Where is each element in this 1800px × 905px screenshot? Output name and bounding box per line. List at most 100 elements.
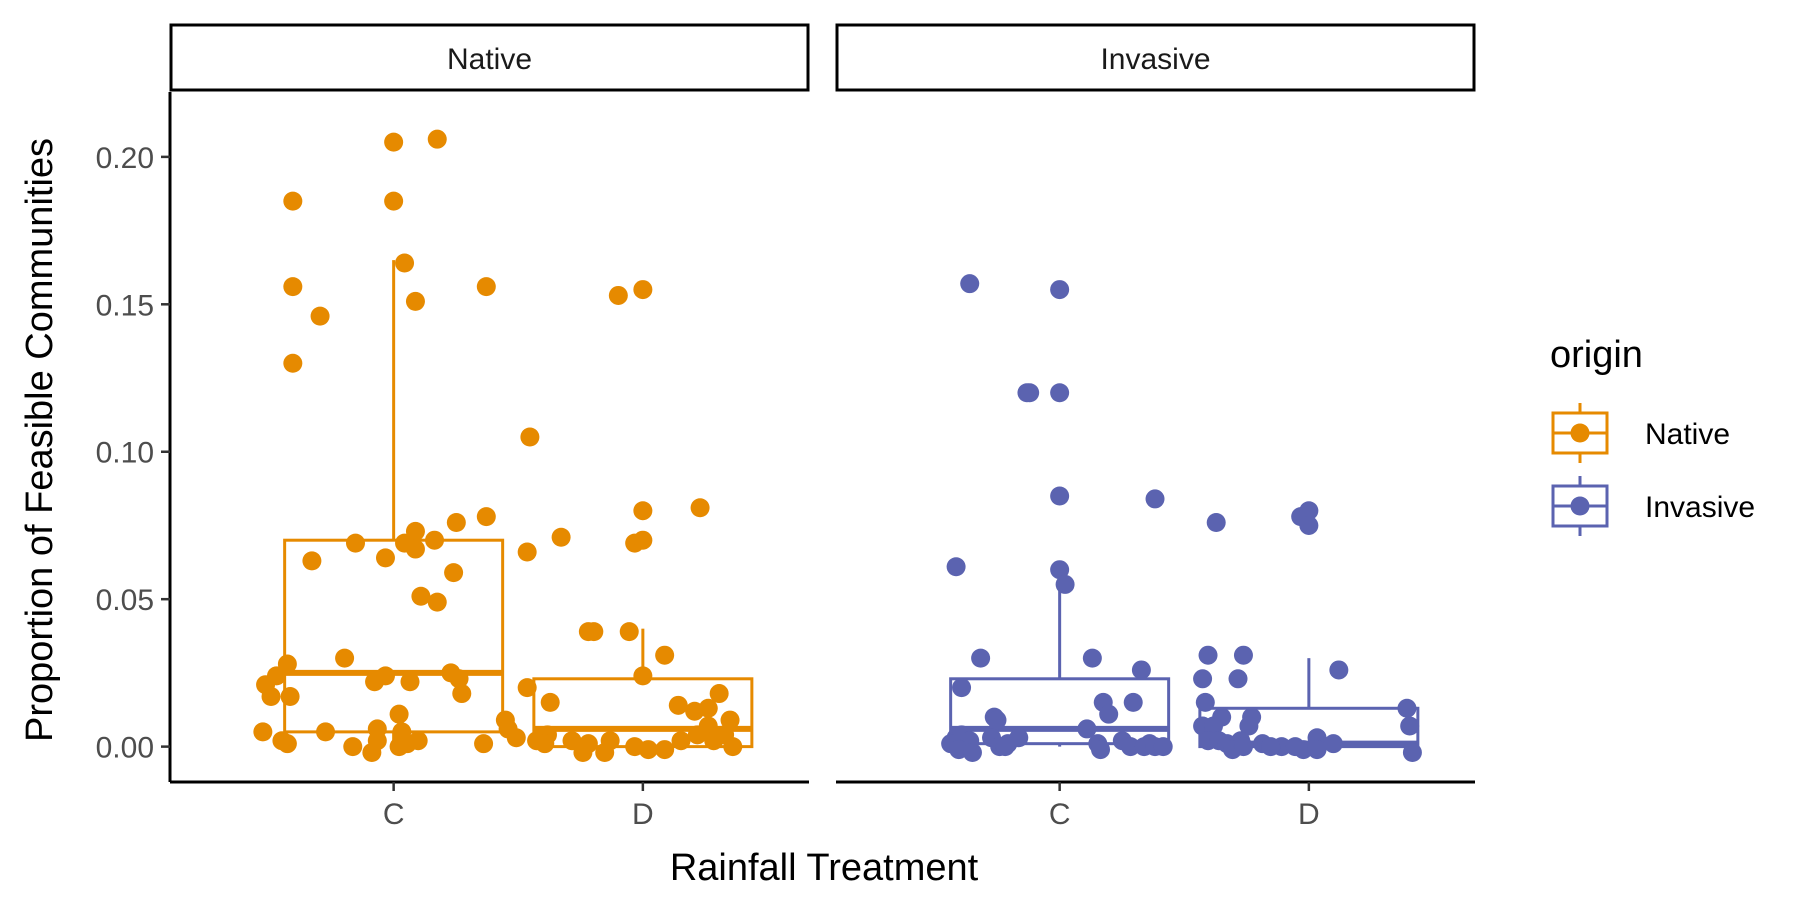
facet-panel-invasive: Invasive C D: [835, 23, 1476, 831]
data-point: [946, 557, 966, 577]
data-point: [655, 740, 675, 760]
data-point: [310, 306, 330, 326]
y-tick-label: 0.00: [96, 732, 154, 765]
data-point: [408, 731, 428, 751]
legend-title: origin: [1550, 334, 1643, 376]
data-point: [476, 507, 496, 527]
data-point: [1153, 737, 1173, 757]
data-point: [1198, 645, 1218, 665]
data-point: [444, 563, 464, 583]
facet-strip: [835, 23, 1476, 92]
data-point: [261, 686, 281, 706]
facet-strip-label: Native: [447, 43, 532, 76]
data-point: [952, 678, 972, 698]
data-point: [960, 274, 980, 294]
data-point: [638, 740, 658, 760]
data-point: [987, 710, 1007, 730]
data-point: [1123, 692, 1143, 712]
data-point: [517, 678, 537, 698]
data-point: [685, 701, 705, 721]
data-point: [346, 533, 365, 553]
box-iqr: [283, 538, 505, 734]
data-point: [551, 527, 571, 547]
data-point: [277, 734, 297, 754]
data-point: [452, 684, 472, 704]
y-tick-label: 0.05: [96, 584, 154, 617]
legend-key-point: [1570, 496, 1590, 516]
data-point: [573, 743, 593, 763]
data-point: [1402, 743, 1422, 763]
y-tick-label: 0.15: [96, 289, 154, 322]
x-axis-title: Rainfall Treatment: [670, 847, 979, 889]
data-point: [1195, 692, 1215, 712]
data-point: [1193, 669, 1213, 689]
data-point: [1293, 740, 1313, 760]
data-point: [506, 728, 526, 748]
data-point: [1131, 660, 1151, 680]
box-iqr: [949, 677, 1171, 746]
data-point: [425, 530, 445, 550]
data-point: [1228, 669, 1248, 689]
x-tick-label: C: [383, 798, 405, 831]
data-point: [1050, 560, 1070, 580]
y-axis: 0.00 0.05 0.10 0.15 0.20: [96, 92, 172, 782]
data-point: [655, 645, 675, 665]
data-point: [690, 498, 710, 518]
data-point: [709, 684, 729, 704]
data-point: [1299, 515, 1319, 535]
x-tick-label: D: [632, 798, 654, 831]
data-point: [1233, 645, 1253, 665]
data-point: [280, 686, 300, 706]
facet-strip-label: Invasive: [1100, 43, 1210, 76]
data-point: [427, 592, 447, 612]
facet-panel-native: Native C D: [169, 23, 810, 831]
data-point: [1206, 513, 1226, 533]
data-point: [389, 704, 409, 724]
x-tick-label: C: [1049, 798, 1071, 831]
data-point: [704, 731, 724, 751]
data-point: [720, 710, 740, 730]
data-point: [723, 737, 743, 757]
data-point: [619, 622, 639, 642]
data-point: [540, 692, 560, 712]
data-point: [1099, 704, 1119, 724]
data-point: [1233, 737, 1253, 757]
data-point: [302, 551, 322, 571]
legend-label: Invasive: [1645, 491, 1755, 524]
legend-key-point: [1570, 423, 1590, 443]
data-point: [283, 353, 303, 373]
data-point: [1307, 740, 1327, 760]
data-point: [633, 666, 653, 686]
data-point: [633, 280, 653, 300]
data-point: [1299, 501, 1319, 521]
data-point: [1400, 716, 1420, 736]
facet-strip: [169, 23, 810, 92]
data-point: [671, 731, 691, 751]
legend: origin Native Invasive: [1550, 334, 1755, 536]
data-point: [449, 669, 469, 689]
data-point: [633, 530, 653, 550]
data-point: [395, 253, 415, 273]
data-point: [384, 132, 404, 152]
data-point: [1055, 574, 1075, 594]
data-point: [411, 586, 431, 606]
data-point: [608, 285, 628, 305]
data-point: [400, 672, 420, 692]
data-point: [405, 539, 425, 559]
data-point: [1077, 719, 1097, 739]
data-point: [1203, 716, 1223, 736]
data-point: [283, 191, 303, 211]
data-point: [633, 501, 653, 521]
data-point: [1397, 698, 1417, 718]
data-point: [476, 277, 496, 297]
data-point: [446, 513, 466, 533]
data-point: [384, 191, 404, 211]
data-point: [367, 731, 387, 751]
data-point: [474, 734, 494, 754]
data-point: [427, 129, 447, 149]
data-point: [668, 695, 688, 715]
data-point: [316, 722, 336, 742]
data-point: [971, 648, 991, 668]
data-point: [584, 622, 604, 642]
